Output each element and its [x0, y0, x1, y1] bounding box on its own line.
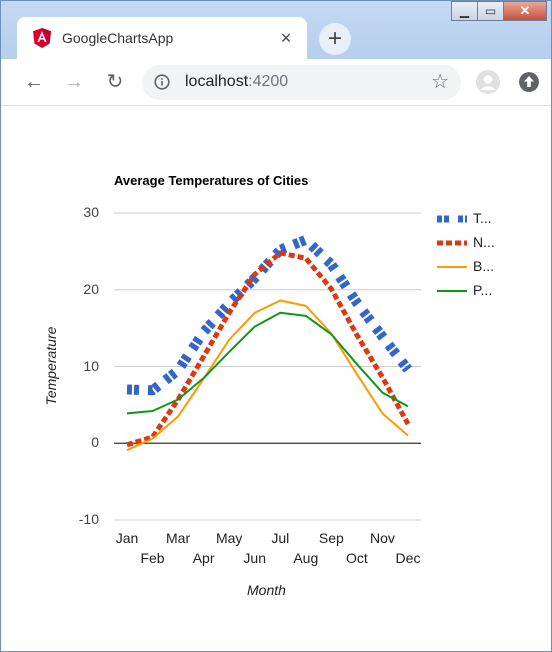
angular-logo-icon — [33, 28, 51, 48]
x-tick-label: Oct — [346, 550, 368, 566]
legend-label[interactable]: B... — [473, 258, 495, 274]
legend-label[interactable]: N... — [473, 234, 495, 250]
url-text[interactable]: localhost:4200 — [185, 73, 288, 91]
minimize-button[interactable]: ▁ — [451, 1, 478, 21]
x-tick-label: Jun — [243, 550, 266, 566]
x-tick-label: Dec — [395, 550, 421, 566]
title-bar: GoogleChartsApp × + ▁ ▭ ✕ — [1, 1, 551, 59]
page-content: Average Temperatures of Cities 30 20 10 0 -1… — [1, 106, 551, 651]
window-controls: ▁ ▭ ✕ — [451, 1, 547, 23]
y-axis-title: Temperature — [43, 326, 59, 406]
x-axis-title: Month — [247, 582, 286, 598]
x-tick-label: Jan — [115, 530, 139, 546]
series-line-3[interactable] — [126, 299, 409, 452]
legend-label[interactable]: T... — [473, 210, 492, 226]
tab-close-icon[interactable]: × — [280, 28, 292, 48]
line-chart — [114, 212, 467, 521]
x-tick-label: Sep — [318, 530, 344, 546]
series-line-2[interactable] — [126, 250, 411, 448]
url-host: localhost — [185, 73, 249, 90]
y-tick-label: -10 — [78, 511, 99, 527]
bookmark-star-icon[interactable]: ☆ — [431, 71, 449, 93]
y-tick-label: 0 — [91, 434, 99, 451]
x-tick-label: Feb — [140, 550, 165, 566]
address-bar[interactable]: localhost:4200 ☆ — [142, 65, 461, 100]
maximize-button[interactable]: ▭ — [477, 1, 504, 21]
x-tick-label: Mar — [166, 530, 191, 546]
chart-title: Average Temperatures of Cities — [114, 173, 309, 188]
browser-toolbar: ← → ↻ localhost:4200 ☆ — [1, 59, 551, 106]
x-tick-label: Nov — [370, 530, 395, 546]
y-tick-label: 20 — [83, 280, 99, 297]
x-tick-label: May — [215, 530, 243, 546]
y-tick-label: 30 — [83, 204, 99, 220]
tab-title: GoogleChartsApp — [62, 30, 174, 46]
x-tick-label: Aug — [293, 550, 319, 566]
x-tick-label: Apr — [192, 550, 215, 566]
reload-button[interactable]: ↻ — [106, 71, 124, 93]
legend-label[interactable]: P... — [473, 282, 493, 298]
browser-tab[interactable]: GoogleChartsApp × — [17, 17, 307, 59]
series-line-4[interactable] — [126, 311, 409, 415]
forward-button[interactable]: → — [64, 71, 84, 93]
info-icon[interactable] — [154, 74, 170, 90]
profile-avatar-icon[interactable] — [476, 70, 500, 94]
url-port: :4200 — [248, 73, 289, 90]
x-tick-label: Jul — [271, 530, 290, 546]
back-button[interactable]: ← — [24, 71, 44, 93]
close-window-button[interactable]: ✕ — [503, 1, 547, 21]
y-tick-label: 10 — [83, 357, 99, 374]
new-tab-button[interactable]: + — [319, 23, 351, 55]
update-icon[interactable] — [519, 72, 539, 92]
